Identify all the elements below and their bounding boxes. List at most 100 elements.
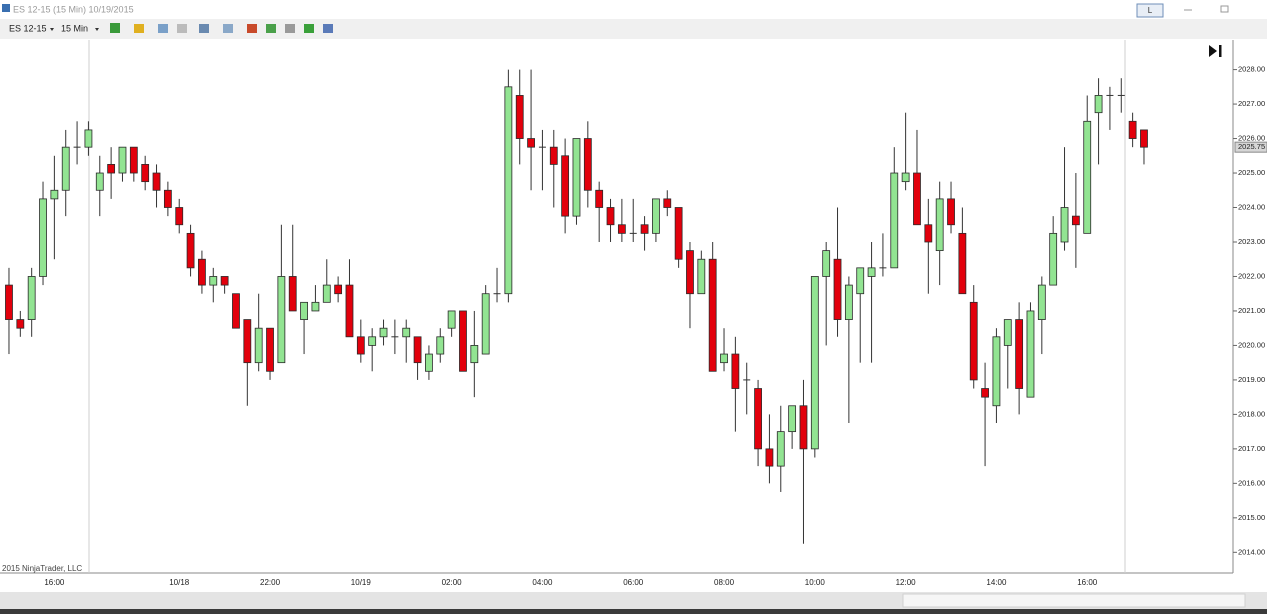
icon-draw[interactable]: [134, 24, 144, 33]
icon-zoom[interactable]: [223, 24, 233, 33]
x-tick-label: 10:00: [805, 578, 826, 587]
candle-body: [118, 146, 127, 174]
candle-body: [175, 207, 184, 226]
candle-body: [459, 310, 467, 372]
candle-body: [220, 276, 229, 286]
candle-body: [799, 405, 808, 450]
candle-body: [1015, 319, 1024, 389]
candle-body: [300, 301, 308, 320]
candle-body: [515, 95, 524, 139]
x-tick-label: 08:00: [714, 578, 735, 587]
candle-body: [368, 336, 377, 346]
y-tick-label: 2026.00: [1238, 134, 1265, 143]
candle-body: [73, 146, 81, 148]
restore-button[interactable]: [1220, 5, 1229, 13]
candle-body: [856, 267, 865, 295]
candle-body: [981, 388, 989, 398]
candle-body: [969, 301, 978, 381]
candle-body: [470, 345, 479, 364]
toolbar: [0, 19, 1267, 39]
mode-button[interactable]: [1136, 3, 1164, 18]
candle-body: [50, 189, 59, 200]
x-tick-label: 02:00: [442, 578, 463, 587]
scroll-to-end-button[interactable]: [1209, 45, 1222, 57]
candle-body: [890, 172, 899, 269]
candle-body: [992, 336, 1001, 407]
candle-body: [266, 327, 274, 372]
candle-body: [1060, 207, 1069, 243]
candle-body: [561, 155, 570, 217]
icon-bars[interactable]: [110, 23, 120, 33]
candle-body: [538, 146, 546, 148]
candle-body: [481, 293, 490, 355]
candle-body: [129, 146, 138, 174]
candle-body: [1071, 215, 1080, 226]
mode-button-label: L: [1148, 6, 1153, 15]
y-tick-label: 2027.00: [1238, 99, 1265, 108]
x-tick-label: 06:00: [623, 578, 644, 587]
candle-body: [391, 336, 399, 338]
instrument-selector[interactable]: ES 12-15: [9, 23, 47, 33]
scrollbar-thumb[interactable]: [902, 593, 1246, 608]
candle-body: [833, 258, 842, 320]
icon-window[interactable]: [323, 24, 333, 33]
candle-body: [27, 276, 36, 320]
candle-body: [1037, 284, 1046, 320]
candle-body: [901, 172, 910, 183]
candle-body: [277, 276, 286, 364]
candle-body: [413, 336, 422, 364]
candle-body: [39, 198, 47, 277]
candle-body: [141, 164, 150, 183]
candle-body: [209, 276, 218, 286]
icon-zoom[interactable]: [199, 24, 209, 33]
candle-body: [345, 284, 354, 338]
candle-body: [879, 267, 887, 269]
candle-body: [1049, 232, 1058, 286]
icon-properties[interactable]: [304, 24, 314, 33]
icon-tool[interactable]: [158, 24, 168, 33]
app-icon: [2, 4, 10, 12]
candle-body: [810, 276, 819, 450]
candle-body: [1117, 94, 1125, 96]
candle-body: [754, 388, 762, 450]
y-tick-label: 2020.00: [1238, 340, 1265, 349]
y-tick-label: 2014.00: [1238, 547, 1265, 556]
icon-tool[interactable]: [177, 24, 187, 33]
candle-body: [436, 336, 445, 355]
candle-body: [640, 224, 649, 234]
candle-body: [322, 284, 331, 303]
candle-body: [720, 353, 728, 364]
icon-indicators[interactable]: [247, 24, 257, 33]
dropdown-arrow: [50, 28, 54, 31]
y-tick-label: 2021.00: [1238, 306, 1265, 315]
copyright: 2015 NinjaTrader, LLC: [2, 564, 82, 573]
candle-body: [731, 353, 740, 389]
candle-body: [788, 405, 797, 433]
icon-data[interactable]: [285, 24, 295, 33]
candle-body: [572, 138, 581, 217]
candle-body: [743, 379, 751, 381]
candle-body: [95, 172, 104, 191]
candle-body: [652, 198, 660, 234]
candle-body: [549, 146, 558, 165]
candle-body: [1094, 95, 1103, 114]
x-tick-label: 10/18: [169, 578, 190, 587]
candle-body: [697, 258, 706, 295]
candle-body: [232, 293, 240, 329]
candle-body: [254, 327, 263, 364]
candle-body: [107, 164, 116, 174]
candle-body: [913, 172, 921, 226]
y-tick-label: 2023.00: [1238, 237, 1265, 246]
interval-selector[interactable]: 15 Min: [61, 23, 88, 33]
candle-body: [402, 327, 411, 338]
candle-body: [844, 284, 853, 320]
candle-body: [152, 172, 161, 191]
candle-body: [595, 189, 604, 208]
window-title: ES 12-15 (15 Min) 10/19/2015: [13, 4, 134, 14]
candle-body: [1026, 310, 1035, 398]
candle-body: [1083, 120, 1092, 234]
candle-body: [288, 276, 297, 312]
icon-strategies[interactable]: [266, 24, 276, 33]
candle-body: [243, 319, 252, 364]
